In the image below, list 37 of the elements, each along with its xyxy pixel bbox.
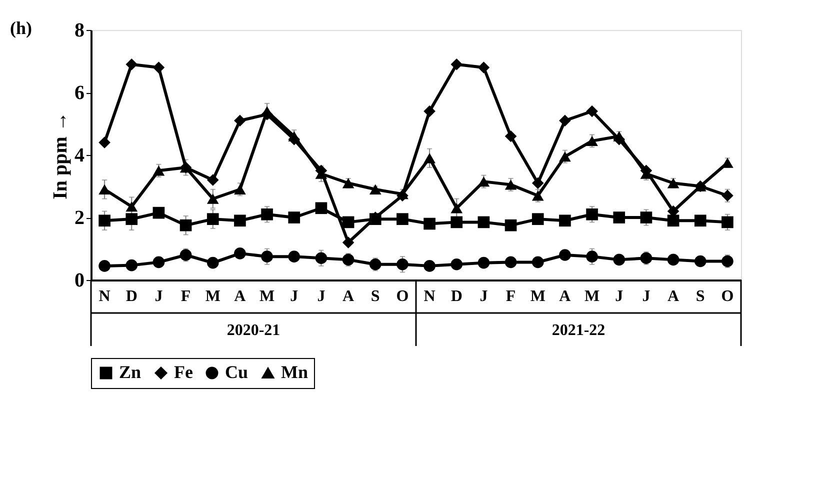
legend-label: Fe <box>174 362 193 382</box>
text: (h) <box>10 18 32 38</box>
x-tick-label: F <box>180 288 191 305</box>
x-tick-label: S <box>696 288 705 305</box>
x-tick-label: S <box>370 288 380 305</box>
text: 2020-21 <box>226 322 280 339</box>
x-tick-label: F <box>506 288 516 305</box>
x-tick-label: D <box>126 288 138 305</box>
legend-label: Cu <box>225 362 248 382</box>
x-tick-label: M <box>530 288 546 305</box>
x-tick-label: A <box>342 288 355 305</box>
x-tick-label: D <box>450 288 462 305</box>
x-tick-label: M <box>259 288 275 305</box>
x-tick-label: A <box>668 288 680 305</box>
x-tick-label: J <box>642 288 650 305</box>
x-tick-label: J <box>480 288 488 305</box>
x-tick-label: J <box>154 288 163 305</box>
y-tick-label: 8 <box>74 20 84 42</box>
x-tick-label: J <box>317 288 326 305</box>
y-tick-label: 0 <box>74 270 84 292</box>
x-tick-label: M <box>584 288 600 305</box>
x-tick-label: O <box>396 288 409 305</box>
y-tick-label: 2 <box>74 207 84 229</box>
x-tick-label: N <box>424 288 436 305</box>
x-tick-label: M <box>205 288 220 305</box>
x-tick-label: N <box>98 288 111 305</box>
x-tick-label: A <box>559 288 572 305</box>
y-axis-title: In ppm → <box>50 112 72 200</box>
x-tick-label: J <box>615 288 624 305</box>
y-tick-label: 6 <box>74 82 84 104</box>
text: 2021-22 <box>552 322 606 339</box>
x-tick-label: O <box>721 288 734 305</box>
x-tick-label: J <box>290 288 298 305</box>
y-tick-label: 4 <box>74 144 84 166</box>
legend-label: Mn <box>281 362 308 382</box>
x-tick-label: A <box>234 288 246 305</box>
legend-label: Zn <box>119 362 142 382</box>
